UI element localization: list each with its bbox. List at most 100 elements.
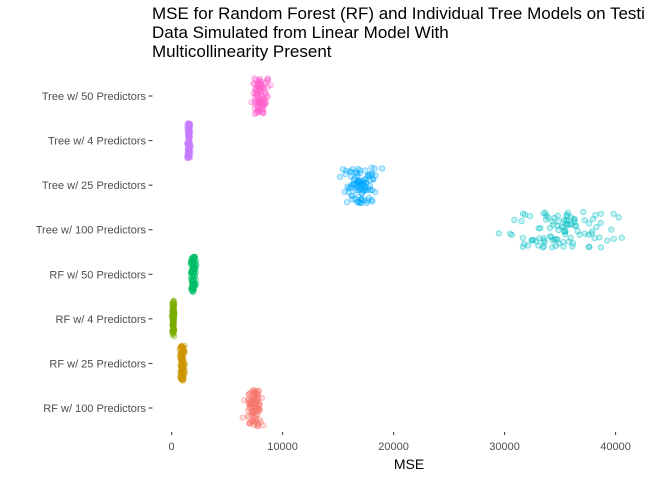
x-tick-label: 20000 (378, 441, 409, 453)
data-point (546, 224, 554, 231)
series-rf-w-4-predictors (168, 297, 178, 340)
data-point (250, 80, 257, 87)
data-point (245, 412, 252, 419)
data-point (264, 77, 272, 84)
data-point (245, 407, 252, 414)
data-point (581, 230, 589, 237)
data-point (519, 210, 527, 217)
data-point (540, 210, 547, 217)
data-point (248, 418, 255, 425)
data-point (171, 333, 178, 340)
data-point (365, 185, 372, 192)
data-point (369, 187, 376, 194)
data-point (256, 407, 263, 414)
data-point (339, 166, 347, 173)
data-point (528, 237, 536, 244)
x-tick-label: 30000 (489, 441, 520, 453)
data-point (565, 238, 572, 245)
data-point (186, 125, 193, 132)
series-tree-w-25-predictors (336, 164, 386, 207)
data-point (252, 85, 259, 93)
x-tick-label: 10000 (267, 441, 298, 453)
data-point (191, 261, 198, 268)
data-point (549, 237, 556, 244)
data-point (563, 211, 570, 218)
data-point (549, 244, 556, 251)
data-point (261, 96, 269, 103)
data-point (369, 175, 376, 182)
data-point (179, 369, 186, 376)
data-point (604, 237, 611, 244)
data-point (251, 400, 259, 407)
data-point (169, 305, 176, 313)
data-point (267, 82, 274, 89)
data-point (610, 210, 617, 217)
data-point (495, 230, 502, 237)
data-point (356, 167, 363, 174)
data-point (253, 102, 260, 109)
data-point (343, 199, 351, 206)
data-point (524, 242, 532, 249)
data-point (348, 192, 355, 199)
data-point (179, 349, 186, 356)
x-axis-title: MSE (394, 456, 424, 472)
data-point (188, 259, 195, 266)
data-point (348, 183, 355, 190)
data-point (571, 216, 578, 223)
data-point (259, 102, 266, 109)
y-axis: RF w/ 100 Predictors RF w/ 25 Predictors R… (36, 91, 153, 415)
data-point (189, 280, 196, 287)
data-point (508, 231, 515, 238)
data-point (349, 166, 356, 173)
data-point (589, 216, 597, 223)
series-tree-w-50-predictors (248, 75, 274, 118)
data-point (615, 214, 622, 221)
data-point (250, 387, 257, 394)
data-point (368, 196, 375, 204)
data-point (378, 165, 386, 172)
data-point (597, 210, 605, 217)
data-point (241, 397, 248, 404)
data-point (573, 222, 580, 229)
data-point (248, 99, 255, 106)
data-point (593, 223, 600, 231)
data-point (356, 199, 364, 207)
data-point (558, 223, 566, 230)
data-point (555, 218, 562, 225)
data-point (252, 90, 260, 97)
data-point (519, 243, 526, 250)
data-point (372, 189, 379, 196)
data-point (260, 109, 267, 116)
data-point (178, 357, 185, 364)
data-point (357, 185, 364, 192)
data-point (254, 391, 261, 399)
data-point (574, 227, 581, 235)
data-point (261, 89, 268, 97)
data-point (178, 343, 185, 350)
x-axis: 0 10000 20000 30000 40000 (169, 432, 631, 453)
data-point (184, 140, 191, 147)
data-point (537, 225, 544, 232)
data-point (254, 420, 261, 427)
data-point (560, 239, 567, 246)
data-point (190, 268, 197, 275)
data-point (178, 375, 185, 382)
data-point (511, 216, 518, 223)
data-point (580, 208, 587, 216)
data-point (245, 400, 252, 407)
data-point (551, 214, 558, 222)
data-point (368, 164, 375, 171)
data-point (336, 173, 344, 180)
series-rf-w-50-predictors (187, 253, 200, 296)
data-point (239, 414, 246, 421)
data-point (518, 218, 525, 225)
data-point (185, 147, 192, 154)
data-point (608, 226, 615, 233)
data-point (618, 234, 625, 241)
data-point (545, 214, 552, 221)
y-tick-label-rf-w-100-predictors: RF w/ 100 Predictors (43, 403, 146, 415)
y-tick-label-rf-w-50-predictors: RF w/ 50 Predictors (49, 269, 146, 281)
data-point (535, 242, 542, 249)
data-point (610, 235, 617, 242)
